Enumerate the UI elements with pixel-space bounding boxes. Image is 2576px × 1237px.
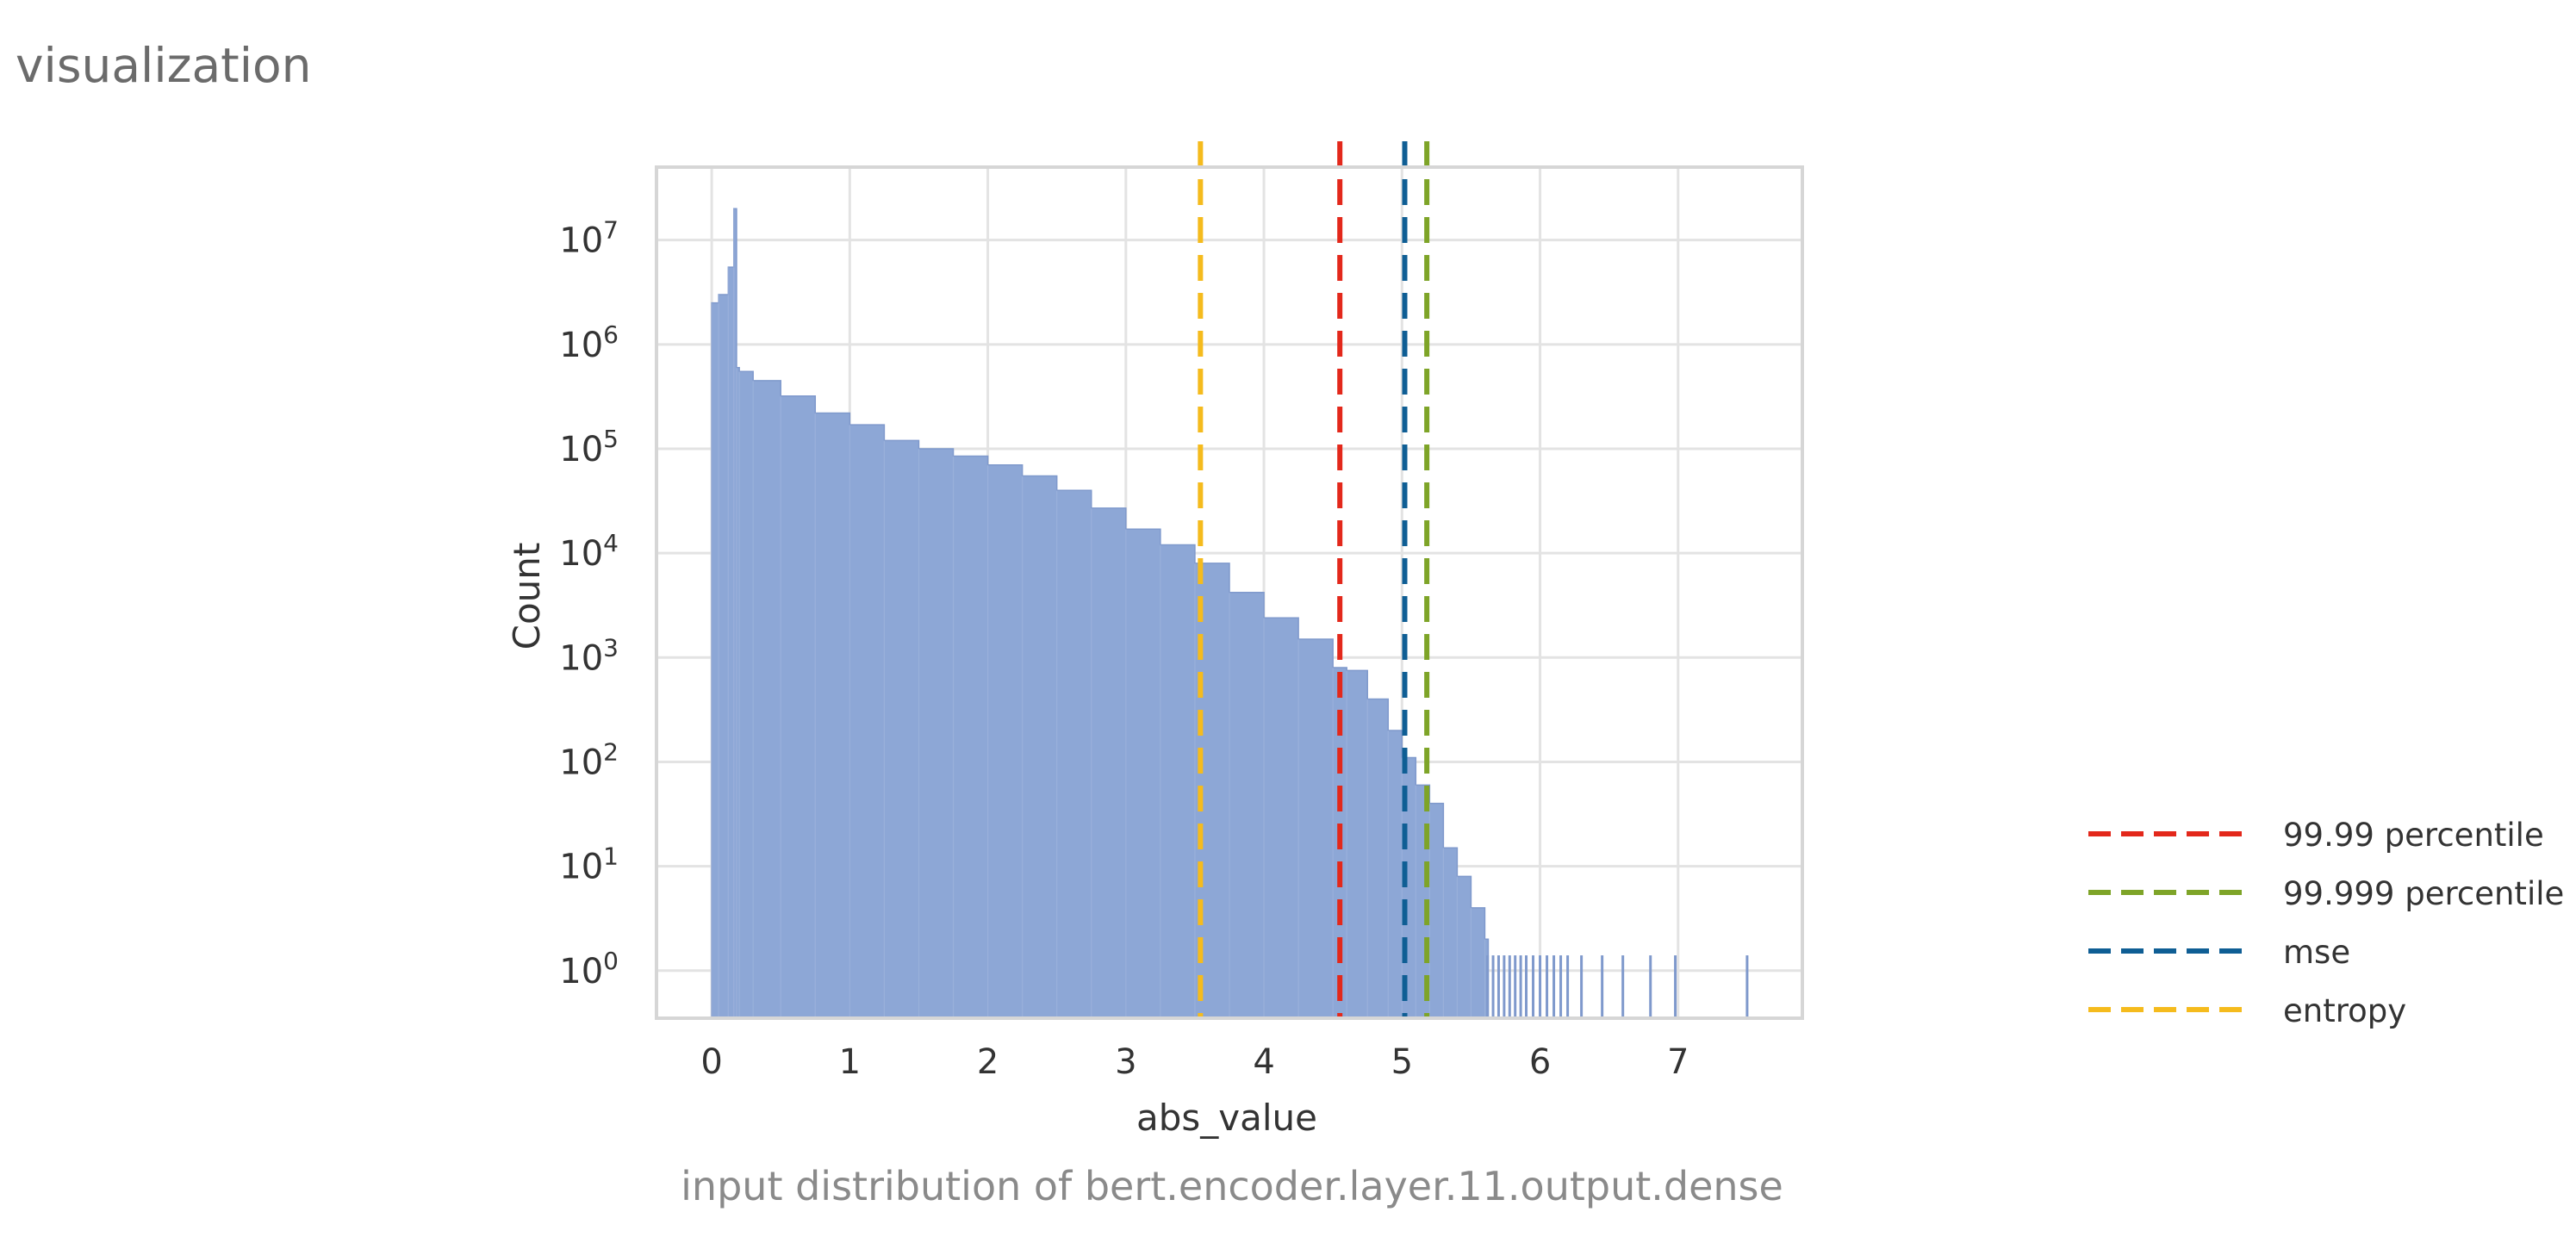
- legend-label: 99.999 percentile: [2283, 875, 2564, 912]
- histogram-sparse-bin: [1601, 955, 1604, 1018]
- y-tick-label: 101: [559, 842, 619, 887]
- x-axis-ticks: 0 1 2 3 4 5 6 7: [700, 1042, 1689, 1082]
- histogram-sparse-bin: [1552, 955, 1556, 1018]
- histogram-sparse-bin: [1525, 955, 1528, 1018]
- histogram-sparse-bin: [1514, 955, 1517, 1018]
- y-axis-label: Count: [506, 543, 548, 650]
- histogram-sparse-bin: [1496, 955, 1500, 1018]
- legend-label: entropy: [2283, 992, 2406, 1029]
- figure-caption: input distribution of bert.encoder.layer…: [0, 1163, 2464, 1209]
- histogram-sparse-bin: [1503, 955, 1506, 1018]
- y-axis-ticks: 100 101 102 103 104 105 106 107: [559, 216, 619, 991]
- histogram-figure: 0 1 2 3 4 5 6 7 100 101 102 103 104 105 106 107 abs_va…: [506, 141, 2564, 1139]
- x-tick-label: 4: [1253, 1042, 1274, 1082]
- histogram-bars: [711, 208, 1749, 1019]
- histogram-sparse-bin: [1580, 955, 1584, 1018]
- histogram-sparse-bin: [1745, 955, 1749, 1018]
- x-tick-label: 3: [1115, 1042, 1136, 1082]
- legend: 99.99 percentile 99.999 percentile mse entr…: [2088, 817, 2564, 1029]
- x-tick-label: 2: [977, 1042, 999, 1082]
- histogram-sparse-bin: [1559, 955, 1563, 1018]
- y-tick-label: 103: [559, 633, 619, 678]
- y-tick-label: 107: [559, 216, 619, 261]
- legend-label: 99.99 percentile: [2283, 817, 2544, 854]
- x-tick-label: 6: [1529, 1042, 1551, 1082]
- histogram-sparse-bin: [1508, 955, 1511, 1018]
- y-tick-label: 104: [559, 529, 619, 574]
- y-tick-label: 102: [559, 737, 619, 782]
- x-tick-label: 0: [700, 1042, 722, 1082]
- y-tick-label: 105: [559, 425, 619, 469]
- section-heading: visualization: [16, 38, 312, 93]
- histogram-sparse-bin: [1674, 955, 1677, 1018]
- y-tick-label: 100: [559, 947, 619, 991]
- x-tick-label: 1: [839, 1042, 861, 1082]
- histogram-sparse-bin: [1486, 955, 1490, 1018]
- caption-text: input distribution of bert.encoder.layer…: [681, 1163, 1783, 1209]
- histogram-sparse-bin: [1649, 955, 1652, 1018]
- legend-label: mse: [2283, 934, 2350, 971]
- histogram-sparse-bin: [1546, 955, 1549, 1018]
- histogram-sparse-bin: [1566, 955, 1570, 1018]
- histogram-area: [711, 208, 1490, 1019]
- histogram-sparse-bin: [1621, 955, 1625, 1018]
- histogram-sparse-bin: [1491, 955, 1495, 1018]
- histogram-sparse-bin: [1532, 955, 1535, 1018]
- x-tick-label: 7: [1667, 1042, 1689, 1082]
- histogram-sparse-bin: [1539, 955, 1542, 1018]
- x-axis-label: abs_value: [1136, 1097, 1317, 1139]
- threshold-lines: [1198, 141, 1430, 1018]
- plot-frame: [655, 165, 1804, 1020]
- x-tick-label: 5: [1391, 1042, 1413, 1082]
- y-tick-label: 106: [559, 320, 619, 365]
- histogram-sparse-bin: [1519, 955, 1522, 1018]
